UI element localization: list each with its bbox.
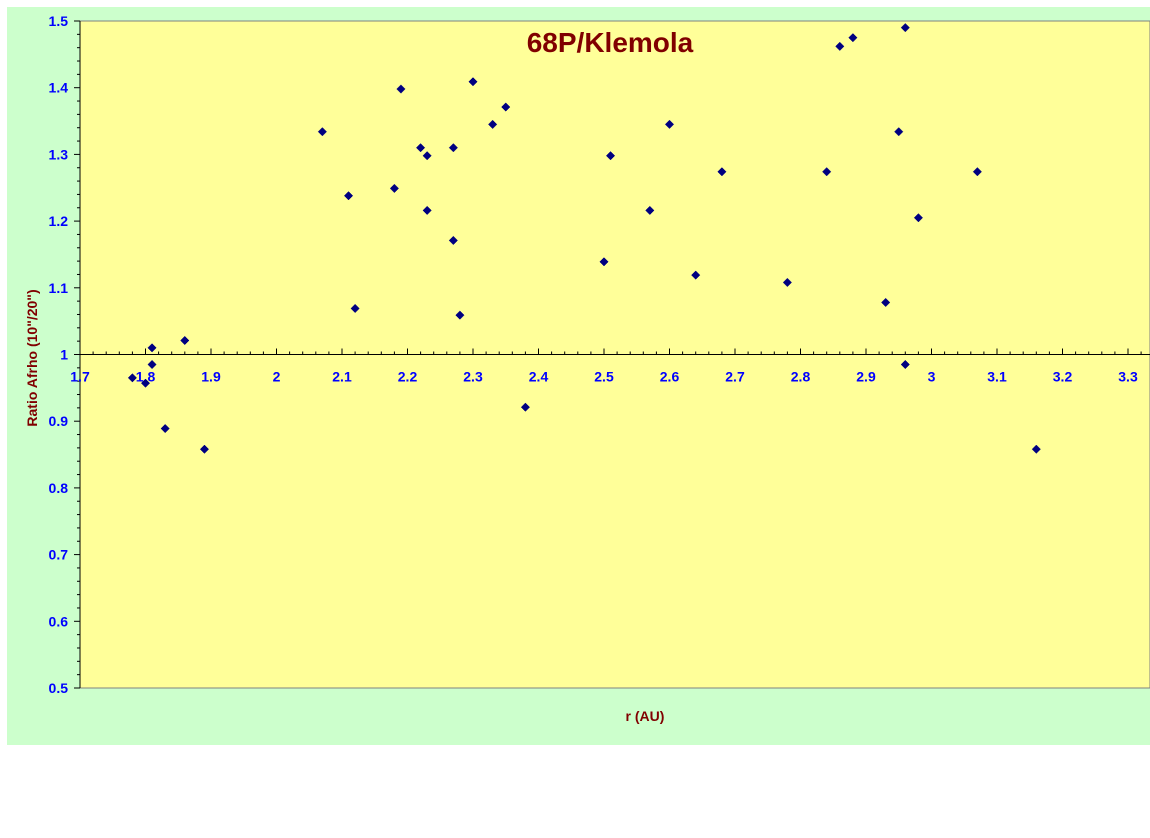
data-point — [468, 77, 478, 87]
x-tick-label: 1.8 — [136, 369, 156, 385]
y-axis-title: Ratio Afrho (10"/20") — [24, 289, 40, 426]
data-point — [389, 183, 399, 193]
y-tick-label: 1.2 — [49, 213, 69, 229]
x-tick-label: 2.6 — [660, 369, 680, 385]
x-tick-label: 3.1 — [987, 369, 1007, 385]
data-point — [782, 277, 792, 288]
y-tick-label: 1.3 — [49, 146, 69, 162]
x-tick-label: 2.1 — [332, 369, 352, 385]
y-tick-label: 0.9 — [49, 413, 69, 429]
x-tick-label: 1.7 — [70, 369, 90, 385]
x-tick-label: 2.5 — [594, 369, 614, 385]
chart-title: 68P/Klemola — [527, 27, 694, 58]
x-tick-label: 2.4 — [529, 369, 549, 385]
data-point — [900, 23, 910, 33]
data-point — [1031, 444, 1041, 454]
x-tick-label: 2 — [273, 369, 281, 385]
data-point — [972, 167, 982, 177]
data-point — [520, 402, 530, 412]
data-point — [180, 335, 190, 346]
x-tick-label: 2.3 — [463, 369, 483, 385]
data-point — [317, 127, 327, 137]
y-tick-label: 1.1 — [49, 280, 69, 296]
data-point — [448, 235, 458, 245]
data-point — [894, 127, 904, 137]
y-tick-label: 1.5 — [49, 13, 69, 29]
x-tick-label: 3.2 — [1053, 369, 1073, 385]
x-axis-title: r (AU) — [626, 708, 665, 724]
data-point — [350, 303, 360, 314]
data-point — [822, 167, 832, 177]
data-point — [160, 423, 170, 434]
y-tick-label: 0.6 — [49, 613, 69, 629]
y-tick-label: 0.5 — [49, 680, 69, 696]
data-point — [664, 119, 675, 129]
y-tick-label: 1 — [60, 347, 68, 363]
data-points — [127, 23, 1041, 454]
data-point — [422, 151, 432, 161]
data-point — [848, 33, 858, 43]
x-tick-label: 1.9 — [201, 369, 221, 385]
data-point — [913, 213, 923, 223]
data-point — [422, 205, 432, 215]
data-point — [343, 191, 354, 201]
data-point — [147, 343, 157, 353]
data-point — [147, 359, 157, 370]
x-tick-label: 3.3 — [1118, 369, 1138, 385]
y-tick-label: 0.7 — [49, 547, 69, 563]
data-point — [835, 41, 845, 51]
data-point — [140, 378, 151, 388]
data-point — [501, 102, 511, 112]
data-point — [599, 257, 609, 267]
data-point — [645, 205, 655, 215]
y-tick-label: 1.4 — [49, 80, 69, 96]
x-tick-label: 3 — [928, 369, 936, 385]
data-point — [396, 84, 406, 94]
data-point — [416, 143, 426, 153]
data-point — [127, 373, 137, 383]
data-point — [900, 359, 910, 370]
y-tick-label: 0.8 — [49, 480, 69, 496]
x-tick-label: 2.2 — [398, 369, 418, 385]
data-point — [488, 119, 498, 129]
data-point — [691, 270, 701, 280]
x-tick-label: 2.7 — [725, 369, 745, 385]
data-point — [605, 151, 616, 161]
x-axis: 1.7 1.8 1.9 2 2.1 2.2 2.3 2.4 2.5 2.6 2.7 2.8 2.9 3 3.… — [70, 348, 1150, 385]
data-point — [448, 143, 458, 153]
data-point — [881, 297, 891, 308]
x-tick-label: 2.9 — [856, 369, 876, 385]
data-point — [199, 444, 210, 454]
x-tick-label: 2.8 — [791, 369, 811, 385]
y-axis: 0.5 0.6 0.7 0.8 0.9 1 1.1 1.2 1.3 1.4 1.5 — [49, 13, 81, 696]
data-point — [717, 167, 727, 177]
data-point — [455, 310, 465, 320]
